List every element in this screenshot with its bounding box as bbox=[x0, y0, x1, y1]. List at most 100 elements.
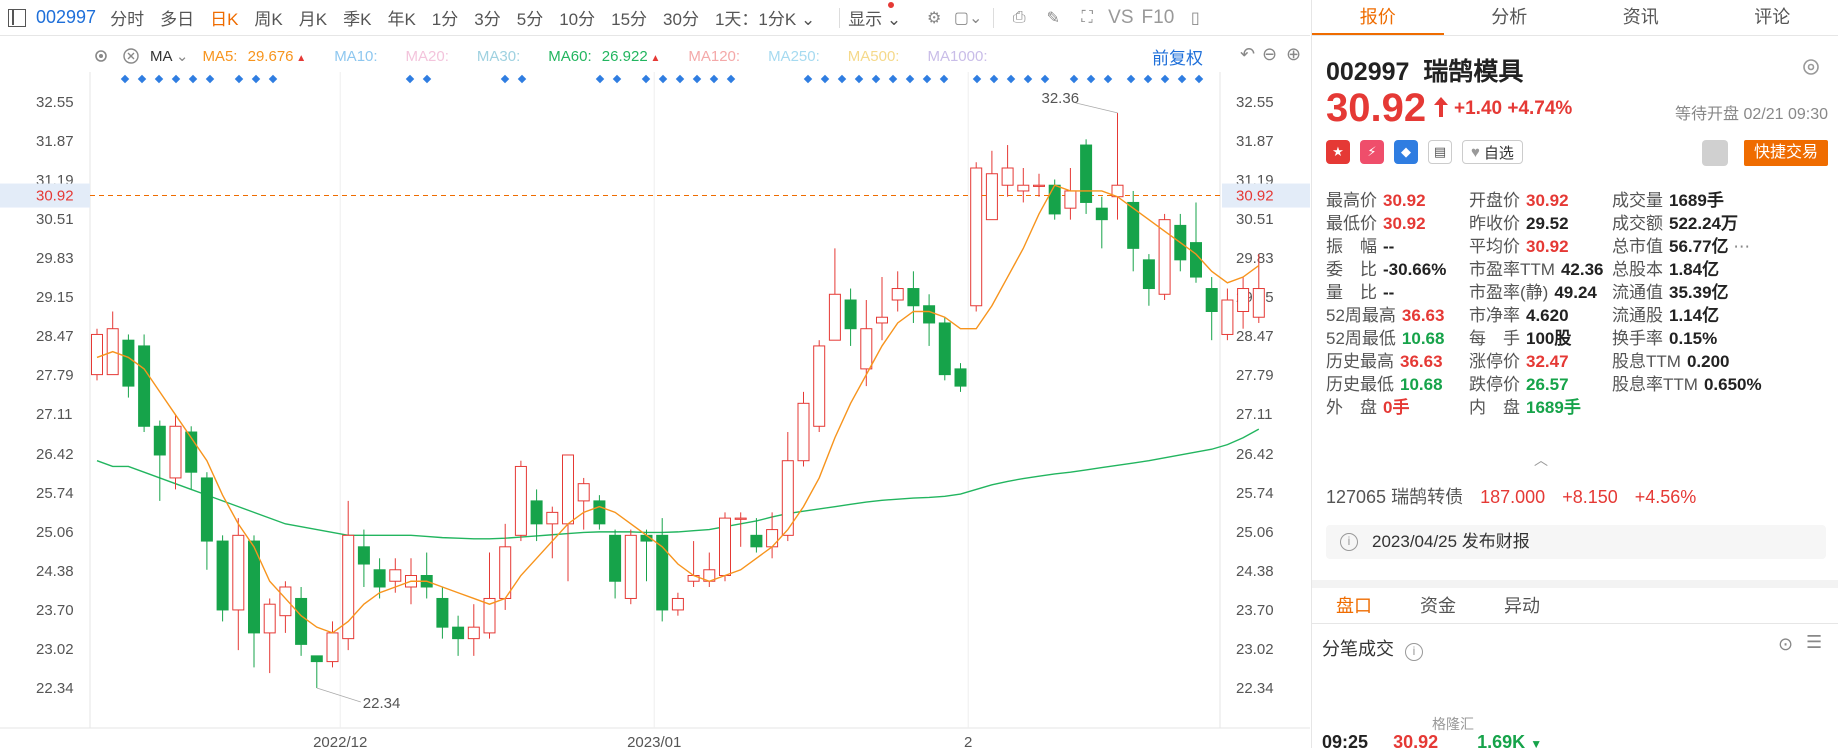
candle-body bbox=[1205, 288, 1218, 312]
quote-tab[interactable]: 分析 bbox=[1491, 7, 1528, 27]
square-select-icon[interactable]: ▢⌄ bbox=[953, 9, 983, 27]
candle-body bbox=[483, 597, 496, 634]
down-triangle-icon: ▼ bbox=[1530, 737, 1543, 748]
candle-body bbox=[499, 546, 512, 599]
ma-select[interactable]: MA ⌄ bbox=[150, 48, 189, 65]
stat-cell: 量 比 -- bbox=[1326, 283, 1395, 302]
undo-icon[interactable]: ↶ bbox=[1240, 44, 1256, 64]
y-tick-label-right: 25.74 bbox=[1236, 485, 1274, 502]
camera-icon[interactable]: ⎙ bbox=[1012, 8, 1026, 26]
candle-body bbox=[577, 483, 590, 502]
candle-body bbox=[546, 511, 559, 525]
period-tab[interactable]: 月K bbox=[298, 10, 328, 29]
bell-icon[interactable] bbox=[1702, 140, 1728, 166]
x-tick-label: 2 bbox=[964, 734, 972, 748]
info-icon[interactable]: i bbox=[1405, 643, 1424, 661]
candle-body bbox=[1017, 184, 1030, 192]
period-tab[interactable]: 15分 bbox=[611, 10, 648, 29]
ma-legend-item[interactable]: MA60: 26.922 ▲ bbox=[548, 47, 661, 65]
candle-body bbox=[1127, 201, 1140, 249]
lightning-icon[interactable]: ⚡ bbox=[1360, 140, 1384, 164]
period-tab[interactable]: 3分 bbox=[474, 10, 501, 29]
period-tab[interactable]: 多日 bbox=[160, 10, 195, 29]
period-tab[interactable]: 分时 bbox=[110, 10, 145, 29]
settings-icon[interactable]: ⚙ bbox=[926, 9, 942, 27]
y-tick-label-right: 26.42 bbox=[1236, 446, 1274, 463]
event-marker-icon bbox=[171, 74, 181, 84]
pen-icon[interactable]: ✎ bbox=[1046, 9, 1060, 27]
stat-cell: 换手率 0.15% bbox=[1612, 329, 1718, 348]
close-icon[interactable] bbox=[122, 47, 140, 65]
stock-code-link[interactable]: 002997 bbox=[36, 7, 97, 27]
stat-cell: 每 手 100股 bbox=[1469, 329, 1572, 348]
ma-legend-item[interactable]: MA1000: bbox=[927, 47, 988, 65]
list-icon[interactable]: ☰ bbox=[1806, 632, 1823, 652]
last-price: 30.92 bbox=[1326, 86, 1427, 130]
candle-body bbox=[530, 500, 543, 525]
earnings-notice[interactable]: i 2023/04/25 发布财报 bbox=[1326, 525, 1826, 559]
adjust-select[interactable]: 前复权 bbox=[1152, 49, 1203, 68]
gear-icon[interactable] bbox=[92, 47, 110, 65]
collapse-chevron-icon[interactable]: ︿ bbox=[1534, 452, 1548, 468]
period-tab[interactable]: 年K bbox=[387, 10, 416, 29]
convertible-bond-row[interactable]: 127065 瑞鹄转债 187.000 +8.150 +4.56% bbox=[1326, 487, 1697, 507]
candle-body bbox=[876, 316, 888, 324]
ma-legend-item[interactable]: MA5: 29.676 ▲ bbox=[202, 47, 307, 65]
detail-tab[interactable]: 异动 bbox=[1504, 596, 1540, 616]
stat-cell: 流通股 1.14亿 bbox=[1612, 306, 1720, 325]
detail-tab[interactable]: 盘口 bbox=[1336, 596, 1372, 616]
stock-title: 002997 瑞鹄模具 bbox=[1326, 58, 1524, 86]
stat-cell: 平均价 30.92 bbox=[1469, 237, 1569, 256]
x-tick-label: 2022/12 bbox=[313, 734, 367, 748]
y-tick-label-left: 25.74 bbox=[36, 485, 74, 502]
candle-body bbox=[1158, 219, 1171, 295]
period-tab[interactable]: 日K bbox=[210, 10, 239, 29]
quote-tab[interactable]: 资讯 bbox=[1622, 7, 1659, 27]
panel-toggle-icon[interactable]: ▯ bbox=[1190, 9, 1200, 27]
ma60-line bbox=[96, 428, 1260, 540]
stat-cell: 股息TTM 0.200 bbox=[1612, 352, 1730, 371]
tag-icon[interactable]: ◆ bbox=[1394, 140, 1418, 164]
ma-legend-item[interactable]: MA30: bbox=[476, 47, 521, 65]
candle-body bbox=[1064, 190, 1077, 209]
zoom-in-icon[interactable]: ⊕ bbox=[1286, 44, 1302, 64]
f10-button[interactable]: F10 bbox=[1141, 6, 1175, 28]
quote-tab[interactable]: 报价 bbox=[1312, 0, 1444, 35]
candle-body bbox=[169, 425, 182, 479]
candle-body bbox=[295, 597, 308, 645]
zoom-out-icon[interactable]: ⊖ bbox=[1262, 44, 1278, 64]
period-tab[interactable]: 周K bbox=[254, 10, 283, 29]
y-tick-label-left: 28.47 bbox=[36, 328, 74, 345]
period-tab[interactable]: 季K bbox=[343, 10, 372, 29]
quote-tab[interactable]: 评论 bbox=[1754, 7, 1791, 27]
more-icon[interactable]: ⊙ bbox=[1778, 634, 1794, 654]
stat-cell: 成交量 1689手 bbox=[1612, 191, 1724, 210]
period-tab[interactable]: 1分 bbox=[431, 10, 459, 29]
period-tab[interactable]: 30分 bbox=[663, 10, 699, 29]
detail-tab[interactable]: 资金 bbox=[1420, 596, 1456, 616]
event-marker-icon bbox=[1086, 74, 1096, 84]
stat-cell: 总市值 56.77亿 ⋯ bbox=[1612, 237, 1751, 256]
ma-legend-item[interactable]: MA120: bbox=[688, 47, 741, 65]
note-icon[interactable]: ▤ bbox=[1428, 140, 1452, 164]
flag-icon[interactable]: ★ bbox=[1326, 140, 1350, 164]
period-tab[interactable]: 10分 bbox=[559, 10, 596, 29]
period-tab[interactable]: 5分 bbox=[516, 10, 544, 29]
display-select[interactable]: 显示 ⌄ bbox=[848, 10, 902, 29]
quick-trade-button[interactable]: 快捷交易 bbox=[1744, 140, 1828, 166]
fullscreen-icon[interactable]: ⛶ bbox=[1081, 8, 1093, 26]
ma-legend-item[interactable]: MA10: bbox=[334, 47, 378, 65]
y-tick-label-right: 23.70 bbox=[1236, 602, 1274, 619]
ma-legend-item[interactable]: MA500: bbox=[847, 47, 900, 65]
sidebar-toggle-icon[interactable] bbox=[8, 8, 26, 27]
ma-legend: MA5: 29.676 ▲ MA10: MA20: MA30: MA60: 26.922… bbox=[188, 48, 987, 65]
ma-legend-item[interactable]: MA250: bbox=[768, 47, 820, 65]
add-watchlist-button[interactable]: ♥ 自选 bbox=[1462, 140, 1523, 164]
gear-icon[interactable] bbox=[1800, 56, 1822, 78]
candle-body bbox=[248, 540, 260, 634]
y-tick-label-right: 30.51 bbox=[1236, 211, 1274, 228]
period-select[interactable]: 1天：1分K ⌄ bbox=[714, 10, 816, 29]
ma-legend-item[interactable]: MA20: bbox=[405, 47, 449, 65]
vs-button[interactable]: VS bbox=[1108, 6, 1134, 28]
